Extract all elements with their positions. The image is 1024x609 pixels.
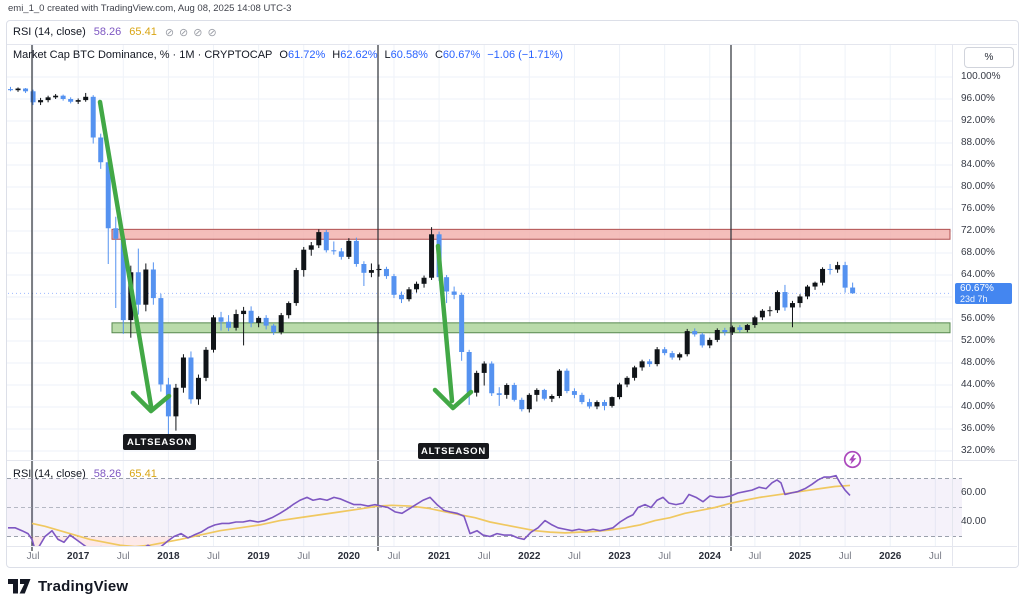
time-axis-label: 2022 (518, 551, 541, 562)
time-axis-label: Jul (748, 551, 762, 562)
price-axis-label: 32.00% (961, 445, 995, 456)
price-axis-label: 92.00% (961, 115, 995, 126)
tradingview-logo-text: TradingView (38, 578, 129, 595)
price-axis-label: 84.00% (961, 159, 995, 170)
low-label: L (384, 49, 391, 61)
time-axis-label: Jul (477, 551, 491, 562)
eye-off-icon[interactable]: ⊘ (193, 26, 203, 39)
high-value: 62.62% (340, 49, 378, 61)
low-value: 60.58% (390, 49, 428, 61)
rsi-legend-label: RSI (14, close) (13, 468, 86, 480)
open-value: 61.72% (287, 49, 326, 61)
price-axis-label: 68.00% (961, 247, 995, 258)
price-axis-label: 40.00% (961, 401, 995, 412)
time-axis-label: 2021 (427, 551, 451, 562)
price-axis-label: 88.00% (961, 137, 995, 148)
time-axis-label: Jul (297, 551, 311, 562)
percent-unit-button[interactable]: % (964, 47, 1014, 68)
price-axis-label: 48.00% (961, 357, 995, 368)
rsi-pane-legend[interactable]: RSI (14, close) 58.26 65.41 (13, 468, 157, 480)
rsi-ma-value: 65.41 (129, 468, 157, 480)
indicator-strip-value1: 58.26 (93, 26, 122, 38)
eye-off-icon[interactable]: ⊘ (207, 26, 217, 39)
tradingview-glyph-icon (8, 579, 31, 594)
symbol-title: Market Cap BTC Dominance, % · 1M · CRYPT… (13, 49, 273, 61)
time-axis-label: Jul (26, 551, 40, 562)
price-axis-label: 36.00% (961, 423, 995, 434)
altseason-label-2[interactable]: ALTSEASON (418, 443, 489, 459)
time-axis-label: 2026 (879, 551, 902, 562)
price-axis-label: 52.00% (961, 335, 995, 346)
time-axis-label: 2017 (67, 551, 90, 562)
time-axis-label: Jul (568, 551, 581, 562)
price-axis-label: 76.00% (961, 203, 995, 214)
time-axis-separator (7, 546, 1017, 547)
altseason-label-1[interactable]: ALTSEASON (123, 434, 196, 450)
time-axis-label: 2025 (788, 551, 812, 562)
close-label: C (434, 49, 443, 61)
time-axis-label: 2019 (247, 551, 270, 562)
time-axis-label: Jul (658, 551, 672, 562)
eye-off-icon[interactable]: ⊘ (164, 26, 175, 39)
high-label: H (332, 49, 341, 61)
eye-off-icon[interactable]: ⊘ (179, 26, 189, 39)
ohlc-values: O61.72% H62.62% L60.58% C60.67% −1.06 (−… (279, 49, 563, 61)
price-axis-label: 72.00% (961, 225, 995, 236)
time-axis-label: 2023 (608, 551, 631, 562)
last-price-value: 60.67% (960, 282, 994, 294)
indicator-strip-label: RSI (14, close) (13, 26, 86, 38)
rsi-value: 58.26 (93, 468, 122, 480)
bar-countdown: 23d 7h (960, 293, 988, 304)
time-axis-label: 2018 (157, 551, 180, 562)
pane-separator[interactable] (7, 460, 1017, 461)
close-value: 60.67% (442, 49, 481, 61)
time-axis-label: Jul (928, 551, 942, 562)
symbol-legend[interactable]: Market Cap BTC Dominance, % · 1M · CRYPT… (13, 49, 563, 61)
time-axis-label: Jul (207, 551, 220, 562)
last-price-badge: 60.67% 23d 7h (955, 282, 1012, 304)
price-axis-separator (952, 44, 953, 566)
flash-icon[interactable] (843, 450, 862, 469)
export-header: emi_1_0 created with TradingView.com, Au… (8, 3, 292, 14)
price-axis-label: 80.00% (961, 181, 995, 192)
price-axis-label: 56.00% (961, 313, 995, 324)
price-axis-label: 96.00% (961, 93, 995, 104)
rsi-axis-label: 40.00 (961, 516, 987, 527)
time-axis-label: Jul (116, 551, 130, 562)
price-axis-label: 44.00% (961, 379, 995, 390)
open-label: O (279, 49, 288, 61)
time-axis-label: Jul (838, 551, 852, 562)
time-axis-label: 2020 (337, 551, 360, 562)
time-axis-label: 2024 (698, 551, 721, 562)
top-strip-separator (7, 44, 1017, 45)
price-axis-label: 100.00% (961, 71, 1001, 82)
change-value: −1.06 (−1.71%) (487, 49, 564, 61)
indicator-strip-rsi[interactable]: RSI (14, close) 58.26 65.41 ⊘ ⊘ ⊘ ⊘ (13, 24, 217, 40)
indicator-strip-value2: 65.41 (129, 26, 157, 38)
time-axis-label: Jul (387, 551, 401, 562)
price-axis-label: 64.00% (961, 269, 995, 280)
rsi-axis-label: 60.00 (961, 487, 987, 498)
tradingview-logo[interactable]: TradingView (8, 578, 128, 595)
